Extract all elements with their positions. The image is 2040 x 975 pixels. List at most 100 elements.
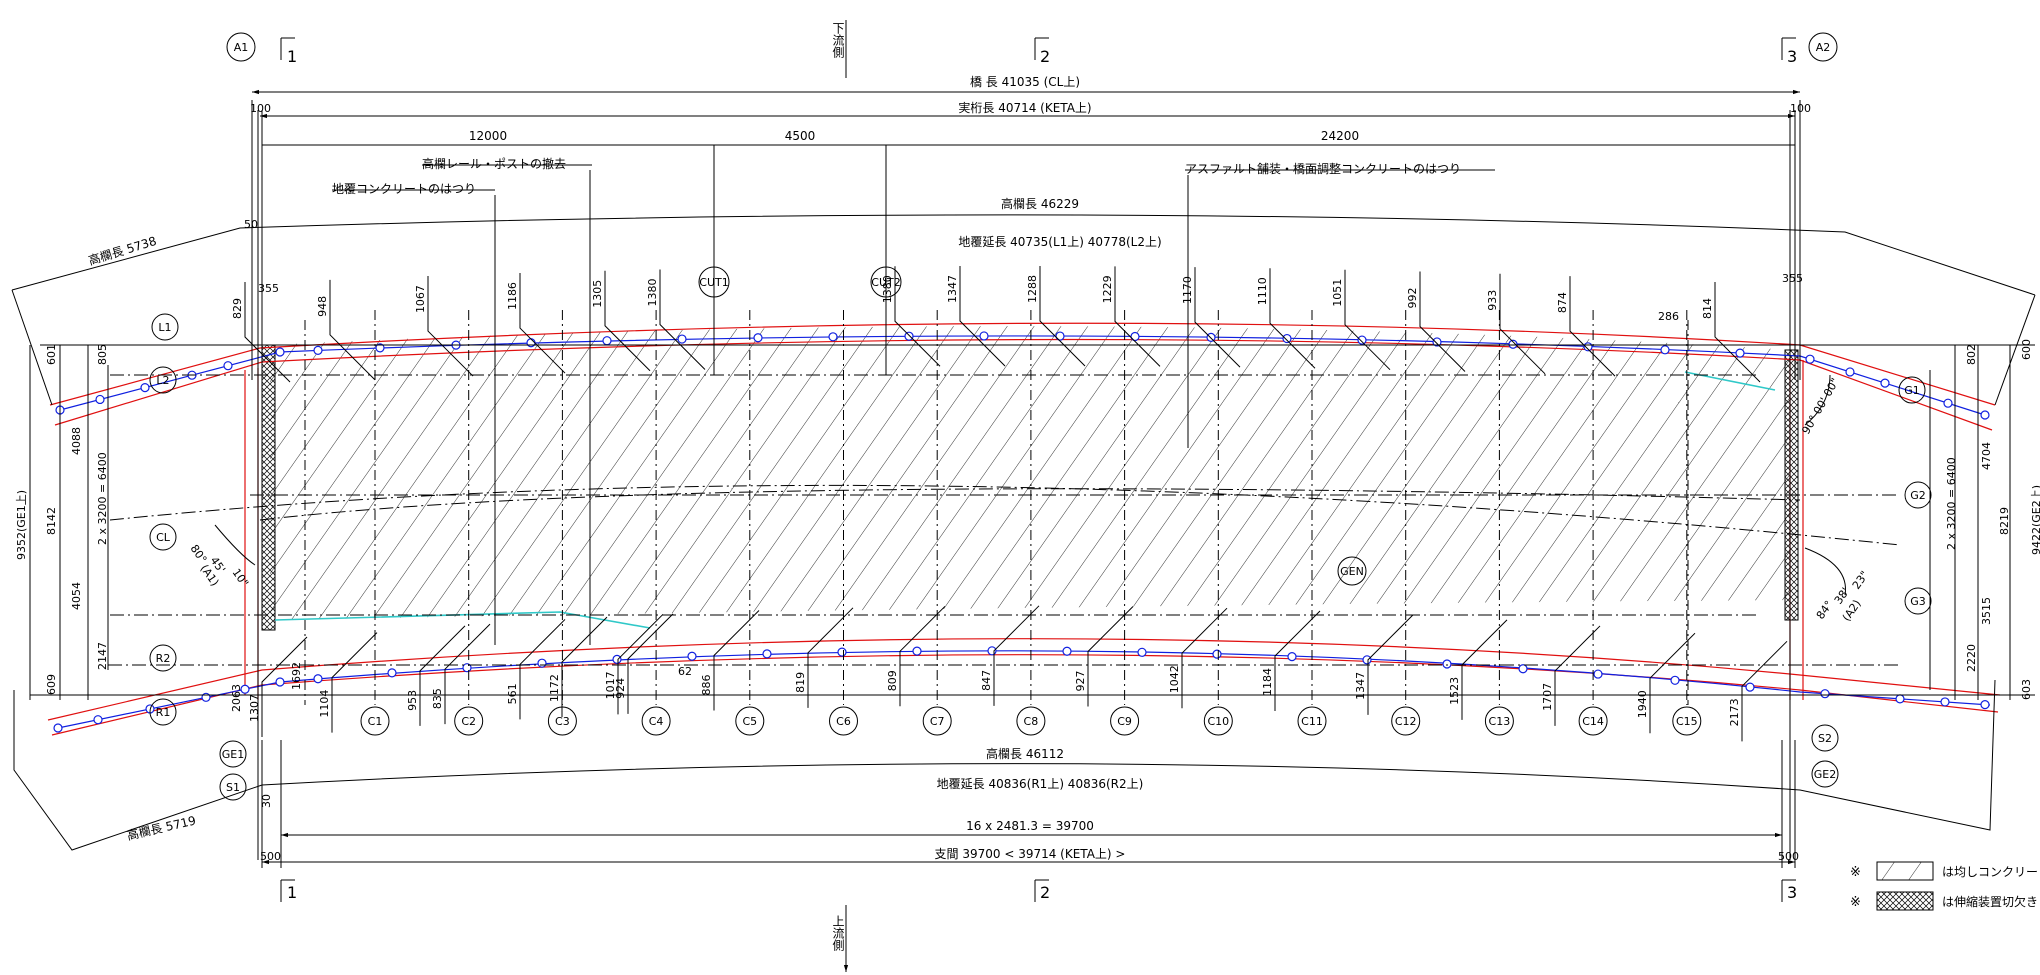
left-dim-total: 9352(GE1上) [15,490,28,560]
curb-point-top [313,345,323,355]
svg-text:GE1: GE1 [222,748,244,761]
bottom-post-value: 2063 [230,684,243,712]
svg-text:S1: S1 [226,781,240,794]
svg-text:C12: C12 [1395,715,1417,728]
top-post-tick [1569,276,1616,377]
dim-curb-length-top: 地覆延長 40735(L1上) 40778(L2上) [958,235,1161,249]
cross-beam-c15: C15 [1672,706,1702,736]
rail-outline [11,214,2036,851]
support-2-top: 2 [1040,47,1050,66]
bottom-post-tick [627,613,674,714]
left-dim-805: 805 [96,344,109,365]
curb-point-bottom [687,651,697,661]
left-dim-6400: 2 x 3200 = 6400 [96,452,109,545]
top-post-tick [894,266,941,367]
top-post-value: 1288 [1026,275,1039,303]
curb-point-top [1432,337,1442,347]
top-post-value: 1229 [1101,275,1114,303]
bottom-post-value: 1347 [1354,672,1367,700]
side-dimension-lines [29,345,2011,700]
dim-286: 286 [1658,310,1679,323]
curb-point-top [1735,348,1745,358]
bottom-post-tick [713,610,760,711]
note-asphalt-chipping: アスファルト舗装・橋面調整コンクリートのはつり [1185,161,1461,176]
curb-point-bottom [1062,646,1072,656]
legend-hatch-label: は均しコンクリー [1942,865,2038,879]
right-dim-603: 603 [2020,679,2033,700]
left-dim-601: 601 [45,344,58,365]
curb-point-bottom [837,647,847,657]
legend-mark-2: ※ [1850,895,1861,910]
support-3-top: 3 [1787,47,1797,66]
bottom-post-value: 2173 [1728,698,1741,726]
bottom-dimension-lines [261,740,1796,868]
top-post-tick [1039,266,1086,367]
support-2-bottom: 2 [1040,883,1050,902]
top-post-value: 829 [231,298,244,319]
right-dim-8219: 8219 [1998,507,2011,535]
cross-beam-lines [304,310,1689,705]
bottom-post-value: 1523 [1448,677,1461,705]
cyan-line-bottom [274,611,651,629]
top-post-values: 829 948 1067 1186 1305 1380 1380 1347 1288 1229 11… [231,275,1714,319]
curb-point-top [1845,367,1855,377]
svg-text:C14: C14 [1582,715,1604,728]
dim-end-100-right: 100 [1790,102,1811,115]
bottom-post-tick [617,613,664,715]
top-post-value: 933 [1486,290,1499,311]
angle-a2-right: 90° 00' 00" [1799,376,1842,437]
legend-hatch-swatch [1876,861,1934,881]
dim-end-500-right: 500 [1778,850,1799,863]
curb-points-bottom [53,646,1990,733]
left-dim-2147: 2147 [96,642,109,670]
marker-r2: R2 [149,644,177,672]
dim-span-4500: 4500 [785,129,816,143]
marker-cl: CL [149,523,177,551]
cross-beam-c5: C5 [735,706,765,736]
svg-text:CL: CL [156,531,171,544]
cross-beam-c14: C14 [1578,706,1608,736]
top-post-value: 1051 [1331,279,1344,307]
cross-beam-c3: C3 [547,706,577,736]
angle-a2-sec: 23" [1850,569,1872,592]
bottom-post-value: 1017 [604,671,617,699]
abutment-a1: A1 [226,32,256,62]
top-post-value: 1186 [506,282,519,310]
cross-beam-c10: C10 [1203,706,1233,736]
dim-50: 50 [244,218,258,231]
marker-g1: G1 [1898,376,1926,404]
curb-point-bottom [612,654,622,664]
flow-upstream-label: 上流側 [831,915,845,951]
top-post-tick [427,276,474,377]
svg-text:L2: L2 [156,374,169,387]
top-post-value: 1305 [591,280,604,308]
left-dim-609: 609 [45,674,58,695]
curb-point-bottom [240,684,250,694]
expansion-joint-right [1784,349,1799,621]
top-post-tick [1419,271,1466,372]
right-dim-2220: 2220 [1965,644,1978,672]
note-rail-removal: 高欄レール・ポストの撤去 [422,156,566,171]
svg-text:C8: C8 [1024,715,1039,728]
svg-text:C10: C10 [1207,715,1229,728]
dim-curb-length-bottom: 地覆延長 40836(R1上) 40836(R2上) [937,777,1144,791]
cross-beam-c12: C12 [1391,706,1421,736]
marker-s2: S2 [1811,724,1839,752]
svg-text:C3: C3 [555,715,570,728]
curb-point-bottom [912,646,922,656]
marker-l2: L2 [149,366,177,394]
bottom-post-value: 1707 [1541,683,1554,711]
bottom-post-value: 847 [980,670,993,691]
top-post-value: 948 [316,296,329,317]
curb-point-bottom [387,668,397,678]
bottom-post-value: 1172 [548,674,561,702]
marker-ge2: GE2 [1811,760,1839,788]
support-3-bottom: 3 [1787,883,1797,902]
top-post-tick [1714,281,1761,383]
expansion-joint-left [261,344,276,631]
curb-point-bottom [1137,647,1147,657]
svg-text:R1: R1 [156,706,171,719]
curb-point-bottom [1518,664,1528,674]
curb-point-top [275,347,285,357]
bottom-post-tick [899,605,946,707]
